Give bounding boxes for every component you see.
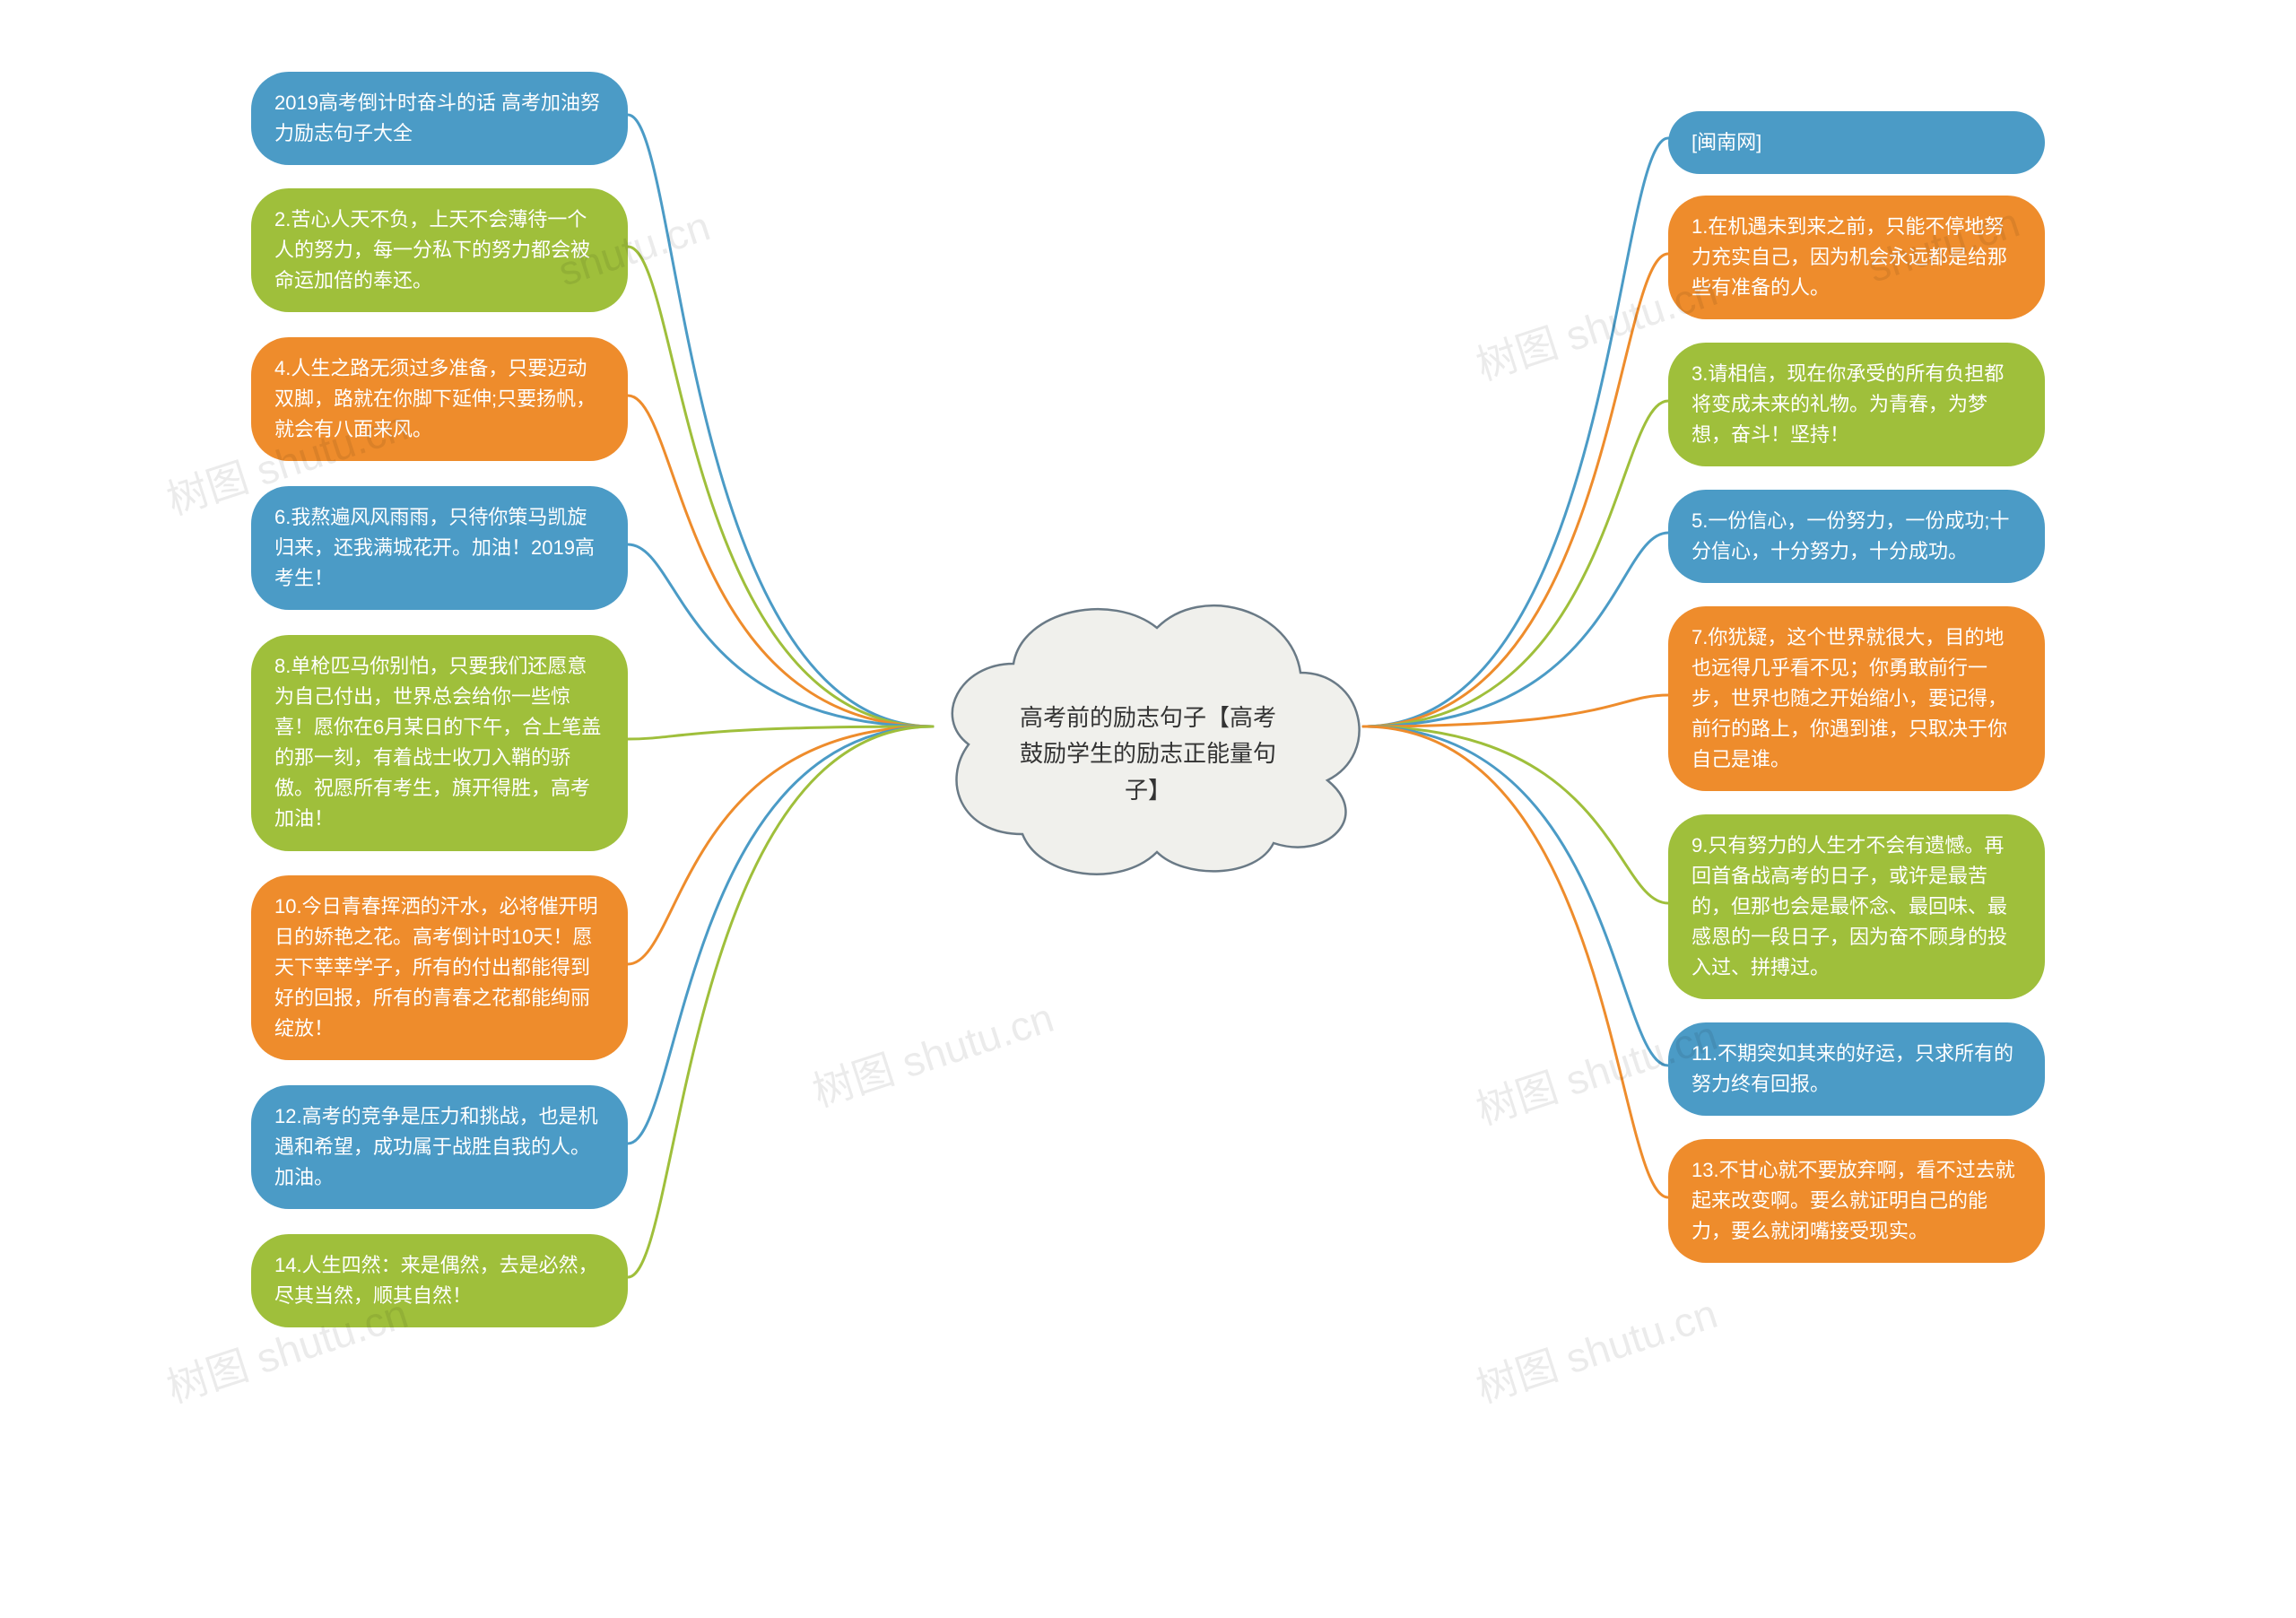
left-node-4: 8.单枪匹马你别怕，只要我们还愿意为自己付出，世界总会给你一些惊喜！愿你在6月某…	[251, 635, 628, 851]
left-node-3-text: 6.我熬遍风风雨雨，只待你策马凯旋归来，还我满城花开。加油！2019高考生！	[274, 506, 595, 589]
left-node-1-text: 2.苦心人天不负，上天不会薄待一个人的努力，每一分私下的努力都会被命运加倍的奉还…	[274, 208, 590, 291]
left-node-5: 10.今日青春挥洒的汗水，必将催开明日的娇艳之花。高考倒计时10天！愿天下莘莘学…	[251, 875, 628, 1060]
right-node-0: [闽南网]	[1668, 111, 2045, 174]
right-node-6: 11.不期突如其来的好运，只求所有的努力终有回报。	[1668, 1022, 2045, 1116]
right-node-1-text: 1.在机遇未到来之前，只能不停地努力充实自己，因为机会永远都是给那些有准备的人。	[1692, 215, 2007, 299]
mindmap-canvas: 高考前的励志句子【高考鼓励学生的励志正能量句子】 2019高考倒计时奋斗的话 高…	[0, 0, 2296, 1618]
left-node-3: 6.我熬遍风风雨雨，只待你策马凯旋归来，还我满城花开。加油！2019高考生！	[251, 486, 628, 610]
right-node-0-text: [闽南网]	[1692, 131, 1761, 153]
right-node-1: 1.在机遇未到来之前，只能不停地努力充实自己，因为机会永远都是给那些有准备的人。	[1668, 196, 2045, 319]
left-node-6: 12.高考的竞争是压力和挑战，也是机遇和希望，成功属于战胜自我的人。加油。	[251, 1085, 628, 1209]
right-node-7-text: 13.不甘心就不要放弃啊，看不过去就起来改变啊。要么就证明自己的能力，要么就闭嘴…	[1692, 1159, 2015, 1242]
watermark-7: 树图 shutu.cn	[1468, 1282, 1724, 1415]
right-node-6-text: 11.不期突如其来的好运，只求所有的努力终有回报。	[1692, 1042, 2013, 1095]
right-node-7: 13.不甘心就不要放弃啊，看不过去就起来改变啊。要么就证明自己的能力，要么就闭嘴…	[1668, 1139, 2045, 1263]
left-node-5-text: 10.今日青春挥洒的汗水，必将催开明日的娇艳之花。高考倒计时10天！愿天下莘莘学…	[274, 895, 598, 1040]
right-node-3-text: 5.一份信心，一份努力，一份成功;十分信心，十分努力，十分成功。	[1692, 509, 2009, 562]
left-node-1: 2.苦心人天不负，上天不会薄待一个人的努力，每一分私下的努力都会被命运加倍的奉还…	[251, 188, 628, 312]
left-node-0: 2019高考倒计时奋斗的话 高考加油努力励志句子大全	[251, 72, 628, 165]
left-node-7-text: 14.人生四然：来是偶然，去是必然，尽其当然，顺其自然！	[274, 1254, 598, 1307]
left-node-6-text: 12.高考的竞争是压力和挑战，也是机遇和希望，成功属于战胜自我的人。加油。	[274, 1105, 598, 1188]
right-node-3: 5.一份信心，一份努力，一份成功;十分信心，十分努力，十分成功。	[1668, 490, 2045, 583]
right-node-2: 3.请相信，现在你承受的所有负担都将变成未来的礼物。为青春，为梦想，奋斗！坚持！	[1668, 343, 2045, 466]
right-node-5-text: 9.只有努力的人生才不会有遗憾。再回首备战高考的日子，或许是最苦的，但那也会是最…	[1692, 834, 2007, 979]
left-node-0-text: 2019高考倒计时奋斗的话 高考加油努力励志句子大全	[274, 91, 600, 144]
watermark-4: 树图 shutu.cn	[804, 986, 1060, 1119]
center-node: 高考前的励志句子【高考鼓励学生的励志正能量句子】	[915, 565, 1381, 888]
right-node-4-text: 7.你犹疑，这个世界就很大，目的地也远得几乎看不见；你勇敢前行一步，世界也随之开…	[1692, 626, 2007, 770]
right-node-5: 9.只有努力的人生才不会有遗憾。再回首备战高考的日子，或许是最苦的，但那也会是最…	[1668, 814, 2045, 999]
left-node-4-text: 8.单枪匹马你别怕，只要我们还愿意为自己付出，世界总会给你一些惊喜！愿你在6月某…	[274, 655, 601, 830]
left-node-2: 4.人生之路无须过多准备，只要迈动双脚，路就在你脚下延伸;只要扬帆，就会有八面来…	[251, 337, 628, 461]
right-node-4: 7.你犹疑，这个世界就很大，目的地也远得几乎看不见；你勇敢前行一步，世界也随之开…	[1668, 606, 2045, 791]
left-node-7: 14.人生四然：来是偶然，去是必然，尽其当然，顺其自然！	[251, 1234, 628, 1327]
right-node-2-text: 3.请相信，现在你承受的所有负担都将变成未来的礼物。为青春，为梦想，奋斗！坚持！	[1692, 362, 2004, 446]
left-node-2-text: 4.人生之路无须过多准备，只要迈动双脚，路就在你脚下延伸;只要扬帆，就会有八面来…	[274, 357, 596, 440]
center-title: 高考前的励志句子【高考鼓励学生的励志正能量句子】	[1013, 700, 1283, 808]
